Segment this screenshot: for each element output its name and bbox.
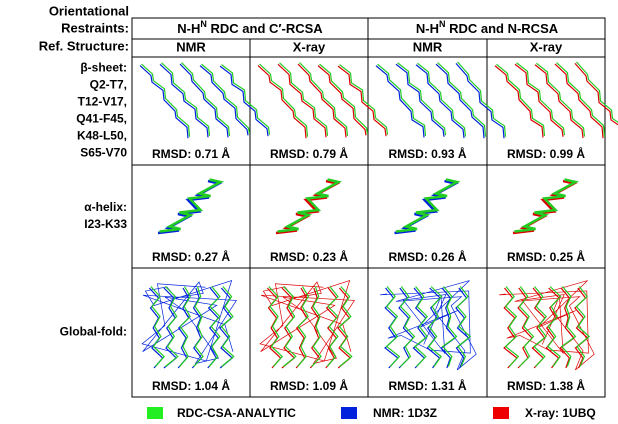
row-header: Ref. Structure: [39,38,129,53]
rmsd-label: RMSD: 0.99 Å [507,146,585,161]
row-header: Orientational [49,3,129,18]
sub-header: NMR [176,39,206,54]
reference-loop [499,281,594,370]
group-header: N-HN RDC and N-RCSA [416,19,559,36]
rmsd-label: RMSD: 0.27 Å [152,249,230,264]
sub-header: X-ray [530,39,563,54]
rmsd-label: RMSD: 0.93 Å [388,146,466,161]
reference-trace [140,66,188,139]
computed-trace [515,180,576,232]
header-part: RDC and C′-RCSA [207,21,323,36]
sub-header: X-ray [293,39,326,54]
reference-trace [282,288,294,368]
computed-trace [162,63,210,136]
reference-trace [164,288,176,368]
header-part: N-H [177,21,200,36]
rmsd-label: RMSD: 0.23 Å [270,249,348,264]
computed-trace [278,180,339,232]
reference-trace [310,288,319,368]
legend-swatch [493,407,509,419]
rmsd-label: RMSD: 1.38 Å [507,378,585,393]
reference-trace [575,63,618,138]
computed-trace [280,63,328,136]
row-label: K48-L50, [77,129,127,143]
rmsd-label: RMSD: 1.04 Å [152,378,230,393]
reference-loop [380,281,476,370]
legend-label: X-ray: 1UBQ [525,406,596,420]
group-header: N-HN RDC and C′-RCSA [177,19,323,36]
header-part: RDC and N-RCSA [445,21,558,36]
row-label: β-sheet: [80,61,127,75]
row-label: Q2-T7, [90,78,127,92]
rmsd-label: RMSD: 0.25 Å [507,249,585,264]
computed-trace [142,64,190,137]
sub-header: NMR [413,39,443,54]
legend-swatch [147,407,163,419]
rmsd-label: RMSD: 0.79 Å [270,146,348,161]
computed-trace [577,62,618,137]
row-label: Global-fold: [60,325,127,339]
row-label: S65-V70 [80,146,127,160]
rmsd-label: RMSD: 1.31 Å [388,378,466,393]
row-header: Restraints: [61,20,129,35]
rmsd-label: RMSD: 0.26 Å [388,249,466,264]
reference-trace [575,288,588,368]
legend-swatch [341,407,357,419]
legend-label: NMR: 1D3Z [373,406,437,420]
legend-label: RDC-CSA-ANALYTIC [177,406,296,420]
row-label: T12-V17, [78,95,127,109]
row-label: α-helix: [84,200,127,214]
row-label: I23-K33 [84,217,127,231]
header-part: N-H [416,21,439,36]
computed-trace [160,180,221,232]
computed-trace [517,63,565,135]
rmsd-label: RMSD: 1.09 Å [270,378,348,393]
figure: Orientational Restraints: Ref. Structure… [0,0,618,424]
row-label: Q41-F45, [76,112,127,126]
computed-trace [398,63,446,135]
computed-trace [396,180,457,232]
reference-trace [192,288,201,368]
rmsd-label: RMSD: 0.71 Å [152,146,230,161]
